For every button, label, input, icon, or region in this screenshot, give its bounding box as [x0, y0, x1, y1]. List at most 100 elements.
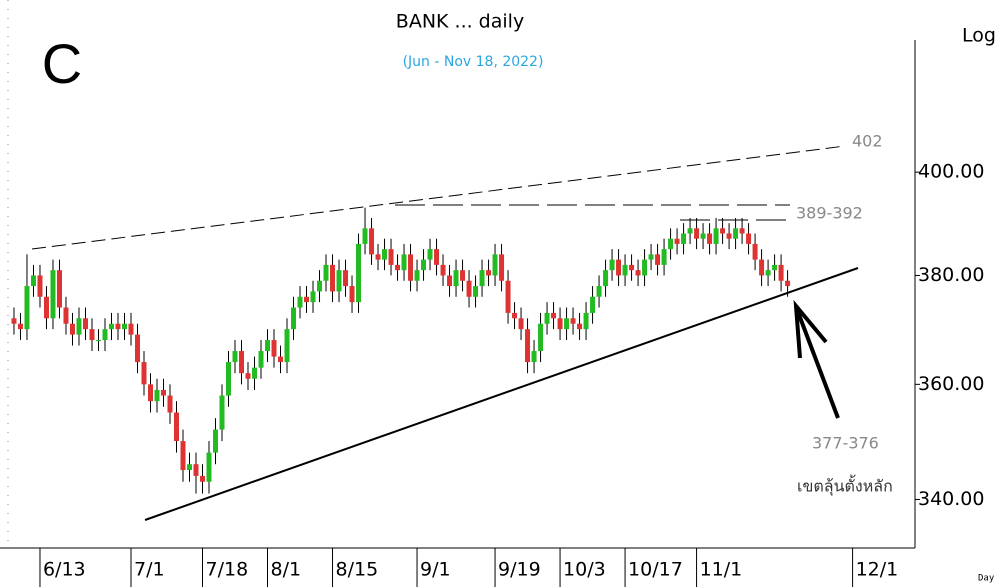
candle-body — [89, 329, 95, 341]
candle-body — [82, 318, 88, 330]
candle-body — [447, 275, 453, 287]
candle-body — [486, 270, 492, 276]
candle-body — [622, 264, 628, 276]
x-tick-label: 10/17 — [628, 559, 683, 581]
candle-body — [336, 270, 342, 292]
candle-body — [765, 270, 771, 276]
x-tick-label: 7/1 — [134, 559, 165, 581]
candle-body — [362, 228, 368, 244]
candle-body — [525, 329, 531, 363]
y-tick-label: 340.00 — [918, 488, 984, 510]
candle-body — [590, 296, 596, 313]
candle-body — [577, 323, 583, 330]
candle-body — [76, 318, 82, 335]
candle-body — [479, 270, 485, 287]
candle-body — [187, 464, 193, 471]
candle-body — [11, 318, 17, 324]
candle-body — [538, 323, 544, 352]
scale-label: Log — [962, 25, 996, 47]
candle-body — [134, 334, 140, 363]
candle-body — [108, 323, 114, 330]
y-tick-label: 400.00 — [918, 161, 984, 183]
candle-body — [668, 238, 674, 250]
annotation: 402 — [852, 132, 883, 151]
candle-body — [720, 228, 726, 234]
candle-body — [629, 264, 635, 271]
candle-body — [43, 296, 49, 319]
x-axis-label: Day — [978, 574, 995, 584]
candle-body — [17, 323, 23, 330]
candle-body — [713, 228, 719, 244]
candle-body — [707, 233, 713, 244]
candle-body — [395, 264, 401, 271]
candle-body — [616, 259, 622, 276]
candle-body — [213, 429, 219, 453]
candle-body — [427, 249, 433, 260]
candle-body — [56, 270, 62, 308]
candle-body — [681, 233, 687, 244]
upper-trend-line — [31, 145, 846, 250]
candle-body — [154, 389, 160, 402]
candle-body — [147, 384, 153, 402]
candle-body — [609, 259, 615, 271]
candle-body — [551, 312, 557, 319]
candle-body — [434, 249, 440, 265]
candle-body — [785, 280, 791, 287]
x-tick-label: 6/13 — [43, 559, 86, 581]
candle-body — [37, 275, 43, 297]
candle-body — [674, 238, 680, 244]
candle-body — [278, 356, 284, 363]
candle-body — [200, 475, 206, 482]
candle-body — [343, 270, 349, 287]
candle-body — [310, 291, 316, 303]
candle-body — [95, 340, 101, 342]
candle-body — [544, 312, 550, 324]
candle-body — [648, 254, 654, 260]
candle-body — [642, 259, 648, 276]
candle-body — [635, 270, 641, 276]
candle-body — [167, 395, 173, 413]
candle-body — [440, 264, 446, 276]
candle-body — [596, 286, 602, 297]
annotation: 377-376 — [812, 434, 879, 453]
annotation: 389-392 — [796, 204, 863, 223]
candle-body — [531, 351, 537, 363]
candle-body — [206, 452, 212, 482]
candle-body — [115, 323, 121, 330]
candle-body — [180, 441, 186, 471]
candle-body — [102, 329, 108, 341]
candle-body — [473, 286, 479, 297]
candle-body — [258, 351, 264, 368]
panel-label: C — [42, 32, 82, 95]
candle-body — [726, 233, 732, 239]
candle-body — [219, 395, 225, 430]
candle-body — [421, 259, 427, 271]
arrow-head — [793, 299, 828, 359]
candle-body — [687, 228, 693, 234]
candle-body — [193, 464, 199, 476]
candle-body — [700, 233, 706, 239]
x-tick-label: 7/18 — [206, 559, 249, 581]
x-tick-label: 9/19 — [498, 559, 541, 581]
candle-body — [603, 270, 609, 287]
candle-body — [30, 275, 36, 287]
candle-body — [583, 312, 589, 330]
candle-body — [499, 254, 505, 281]
x-tick-label: 9/1 — [420, 559, 451, 581]
candle-body — [284, 329, 290, 363]
x-tick-label: 10/3 — [563, 559, 606, 581]
candle-body — [655, 254, 661, 265]
candle-body — [375, 254, 381, 260]
y-tick-label: 360.00 — [918, 373, 984, 395]
candle-body — [128, 323, 134, 335]
candle-body — [453, 270, 459, 287]
candle-body — [414, 270, 420, 281]
candle-body — [226, 362, 232, 396]
candle-body — [349, 286, 355, 303]
candle-body — [69, 323, 75, 335]
candle-body — [24, 286, 30, 330]
candle-body — [733, 228, 739, 239]
x-tick-label: 8/1 — [271, 559, 302, 581]
candle-body — [291, 307, 297, 330]
candle-body — [317, 280, 323, 292]
